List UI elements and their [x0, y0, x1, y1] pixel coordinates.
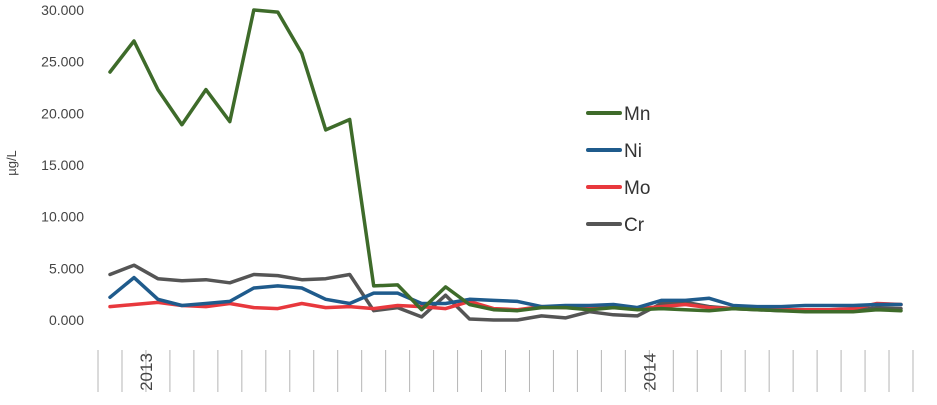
y-tick-label: 10.000 — [41, 209, 84, 225]
y-tick-label: 15.000 — [41, 157, 84, 173]
x-axis: 2013 2014 — [97, 350, 914, 392]
y-axis-ticks: 0.000 5.000 10.000 15.000 20.000 25.000 30.000 — [41, 2, 84, 328]
x-year-label: 2013 — [137, 353, 156, 391]
legend-label-cr: Cr — [624, 215, 645, 236]
y-tick-label: 30.000 — [41, 2, 84, 18]
y-tick-label: 5.000 — [49, 260, 84, 276]
y-tick-label: 25.000 — [41, 54, 84, 70]
y-tick-label: 0.000 — [49, 312, 84, 328]
series-lines — [108, 8, 903, 322]
y-axis-label: µg/L — [4, 150, 19, 176]
legend: Mn Ni Mo Cr — [586, 104, 650, 236]
series-line-ni — [108, 275, 903, 310]
series-line-mn — [108, 8, 903, 314]
legend-label-mo: Mo — [624, 178, 650, 199]
y-tick-label: 20.000 — [41, 105, 84, 121]
legend-label-ni: Ni — [624, 141, 642, 162]
legend-label-mn: Mn — [624, 104, 650, 125]
x-year-label: 2014 — [640, 353, 659, 391]
